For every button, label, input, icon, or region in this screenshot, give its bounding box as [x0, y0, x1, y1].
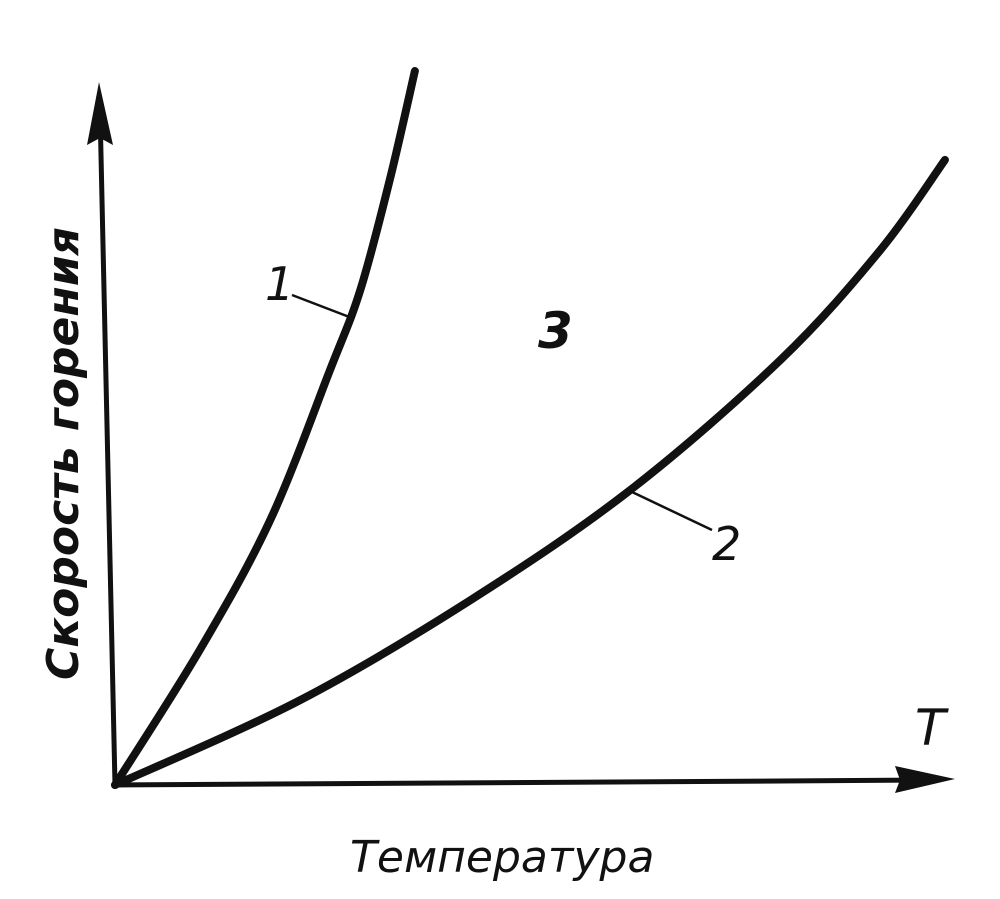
region-3-label: 3	[538, 302, 573, 360]
x-axis-arrow-icon	[895, 766, 955, 793]
series-1-line	[111, 67, 419, 789]
axes	[87, 82, 955, 793]
series-2-label: 2	[712, 517, 741, 571]
x-axis-symbol: T	[915, 699, 949, 757]
series-1-label: 1	[265, 257, 294, 311]
y-axis-label: Скорость горения	[38, 227, 89, 680]
series-2-leader	[631, 490, 713, 532]
series-1-leader	[291, 293, 353, 320]
y-axis-arrow-icon	[87, 82, 113, 145]
x-axis	[114, 777, 941, 788]
x-axis-label: Температура	[350, 832, 654, 883]
series-2-line	[111, 155, 949, 789]
y-axis	[97, 109, 118, 786]
